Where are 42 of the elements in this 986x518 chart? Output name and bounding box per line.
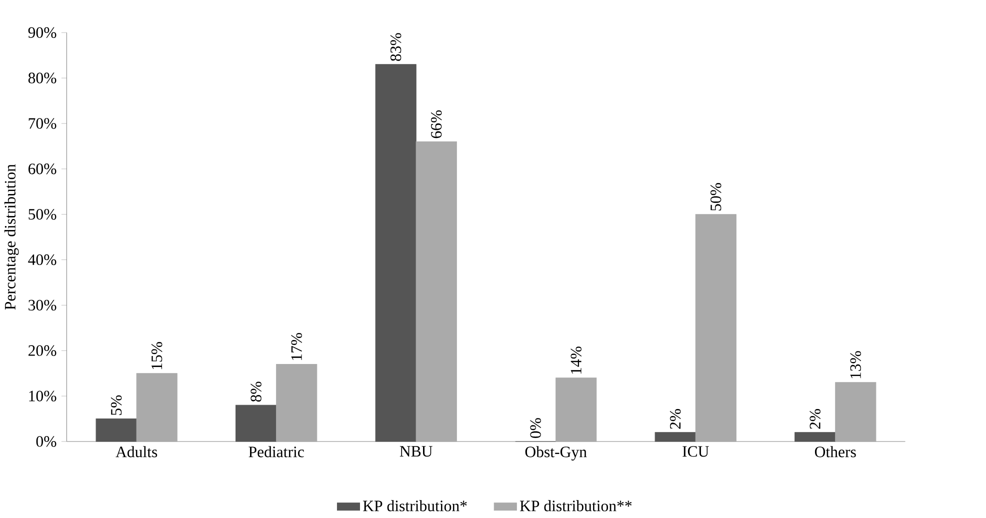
data-label: 2%: [810, 408, 820, 429]
bar: [96, 418, 137, 442]
bar: [136, 372, 178, 442]
legend-label: KP distribution*: [363, 500, 467, 512]
x-tick-label: NBU: [400, 446, 432, 456]
bar: [556, 377, 597, 442]
bar: [835, 382, 876, 442]
x-tick-label: Obst-Gyn: [525, 446, 587, 460]
bar: [695, 214, 736, 442]
data-label: 13%: [850, 350, 861, 378]
data-label: 15%: [151, 342, 162, 369]
y-tick-label: 70%: [28, 118, 56, 129]
data-label: 17%: [291, 332, 302, 360]
bar: [794, 432, 836, 442]
bar: [375, 64, 416, 442]
y-tick-label: 10%: [29, 390, 56, 402]
data-label: 83%: [390, 32, 402, 61]
x-tick-label: Adults: [116, 446, 158, 458]
y-tick-label: 20%: [28, 345, 56, 356]
data-label: 50%: [710, 182, 722, 210]
bar: [654, 432, 696, 442]
bar: [276, 364, 318, 442]
y-axis-title: Percentage distribution: [4, 164, 19, 310]
y-tick-label: 0%: [36, 436, 56, 447]
data-label: 2%: [670, 408, 681, 429]
data-label: 5%: [110, 395, 122, 415]
y-tick-label: 40%: [28, 254, 56, 265]
x-tick-label: ICU: [682, 446, 709, 457]
x-tick-label: Others: [814, 446, 856, 458]
y-tick-label: 30%: [28, 300, 56, 310]
data-label: 0%: [530, 418, 541, 438]
y-tick-label: 60%: [28, 163, 56, 174]
data-label: 14%: [570, 346, 582, 374]
y-tick-label: 50%: [28, 208, 56, 220]
legend-label: KP distribution**: [520, 500, 632, 512]
data-label: 8%: [250, 382, 262, 402]
y-tick-label: 90%: [28, 27, 56, 38]
x-tick-label: Pediatric: [248, 446, 304, 458]
bar: [416, 141, 457, 442]
bar: [236, 404, 277, 442]
data-label: 66%: [431, 110, 442, 138]
y-tick-label: 80%: [28, 72, 56, 84]
